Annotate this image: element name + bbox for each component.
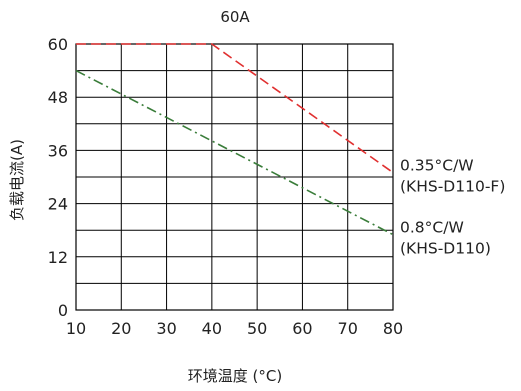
x-tick-label: 10 [66, 319, 86, 338]
series-layer [75, 43, 394, 236]
series-line-0 [76, 43, 394, 174]
x-axis-label: 环境温度 (°C) [188, 367, 282, 385]
x-tick-label: 70 [338, 319, 358, 338]
series-annotation-0: (KHS-D110-F) [400, 178, 505, 196]
chart-title: 60A [220, 8, 250, 26]
y-ticks: 0 12 24 36 48 60 [48, 35, 68, 320]
x-tick-label: 40 [202, 319, 222, 338]
x-tick-label: 30 [156, 319, 176, 338]
x-tick-label: 20 [111, 319, 131, 338]
x-ticks: 10 20 30 40 50 60 70 80 [66, 319, 403, 338]
y-tick-label: 60 [48, 35, 68, 54]
y-tick-label: 24 [48, 195, 68, 214]
y-tick-label: 36 [48, 141, 68, 160]
series-annotation-1: (KHS-D110) [400, 240, 491, 258]
y-tick-label: 0 [58, 301, 68, 320]
y-tick-label: 48 [48, 88, 68, 107]
x-tick-label: 50 [247, 319, 267, 338]
series-line-1 [75, 69, 394, 236]
y-tick-label: 12 [48, 248, 68, 267]
plot-frame [75, 43, 394, 311]
series-annotation-0: 0.35°C/W [400, 157, 474, 175]
annotations: 0.35°C/W (KHS-D110-F) 0.8°C/W (KHS-D110) [400, 157, 505, 258]
series-annotation-1: 0.8°C/W [400, 219, 464, 237]
y-axis-label: 负载电流(A) [8, 139, 26, 221]
x-tick-label: 60 [292, 319, 312, 338]
x-tick-label: 80 [383, 319, 403, 338]
grid [75, 43, 394, 311]
